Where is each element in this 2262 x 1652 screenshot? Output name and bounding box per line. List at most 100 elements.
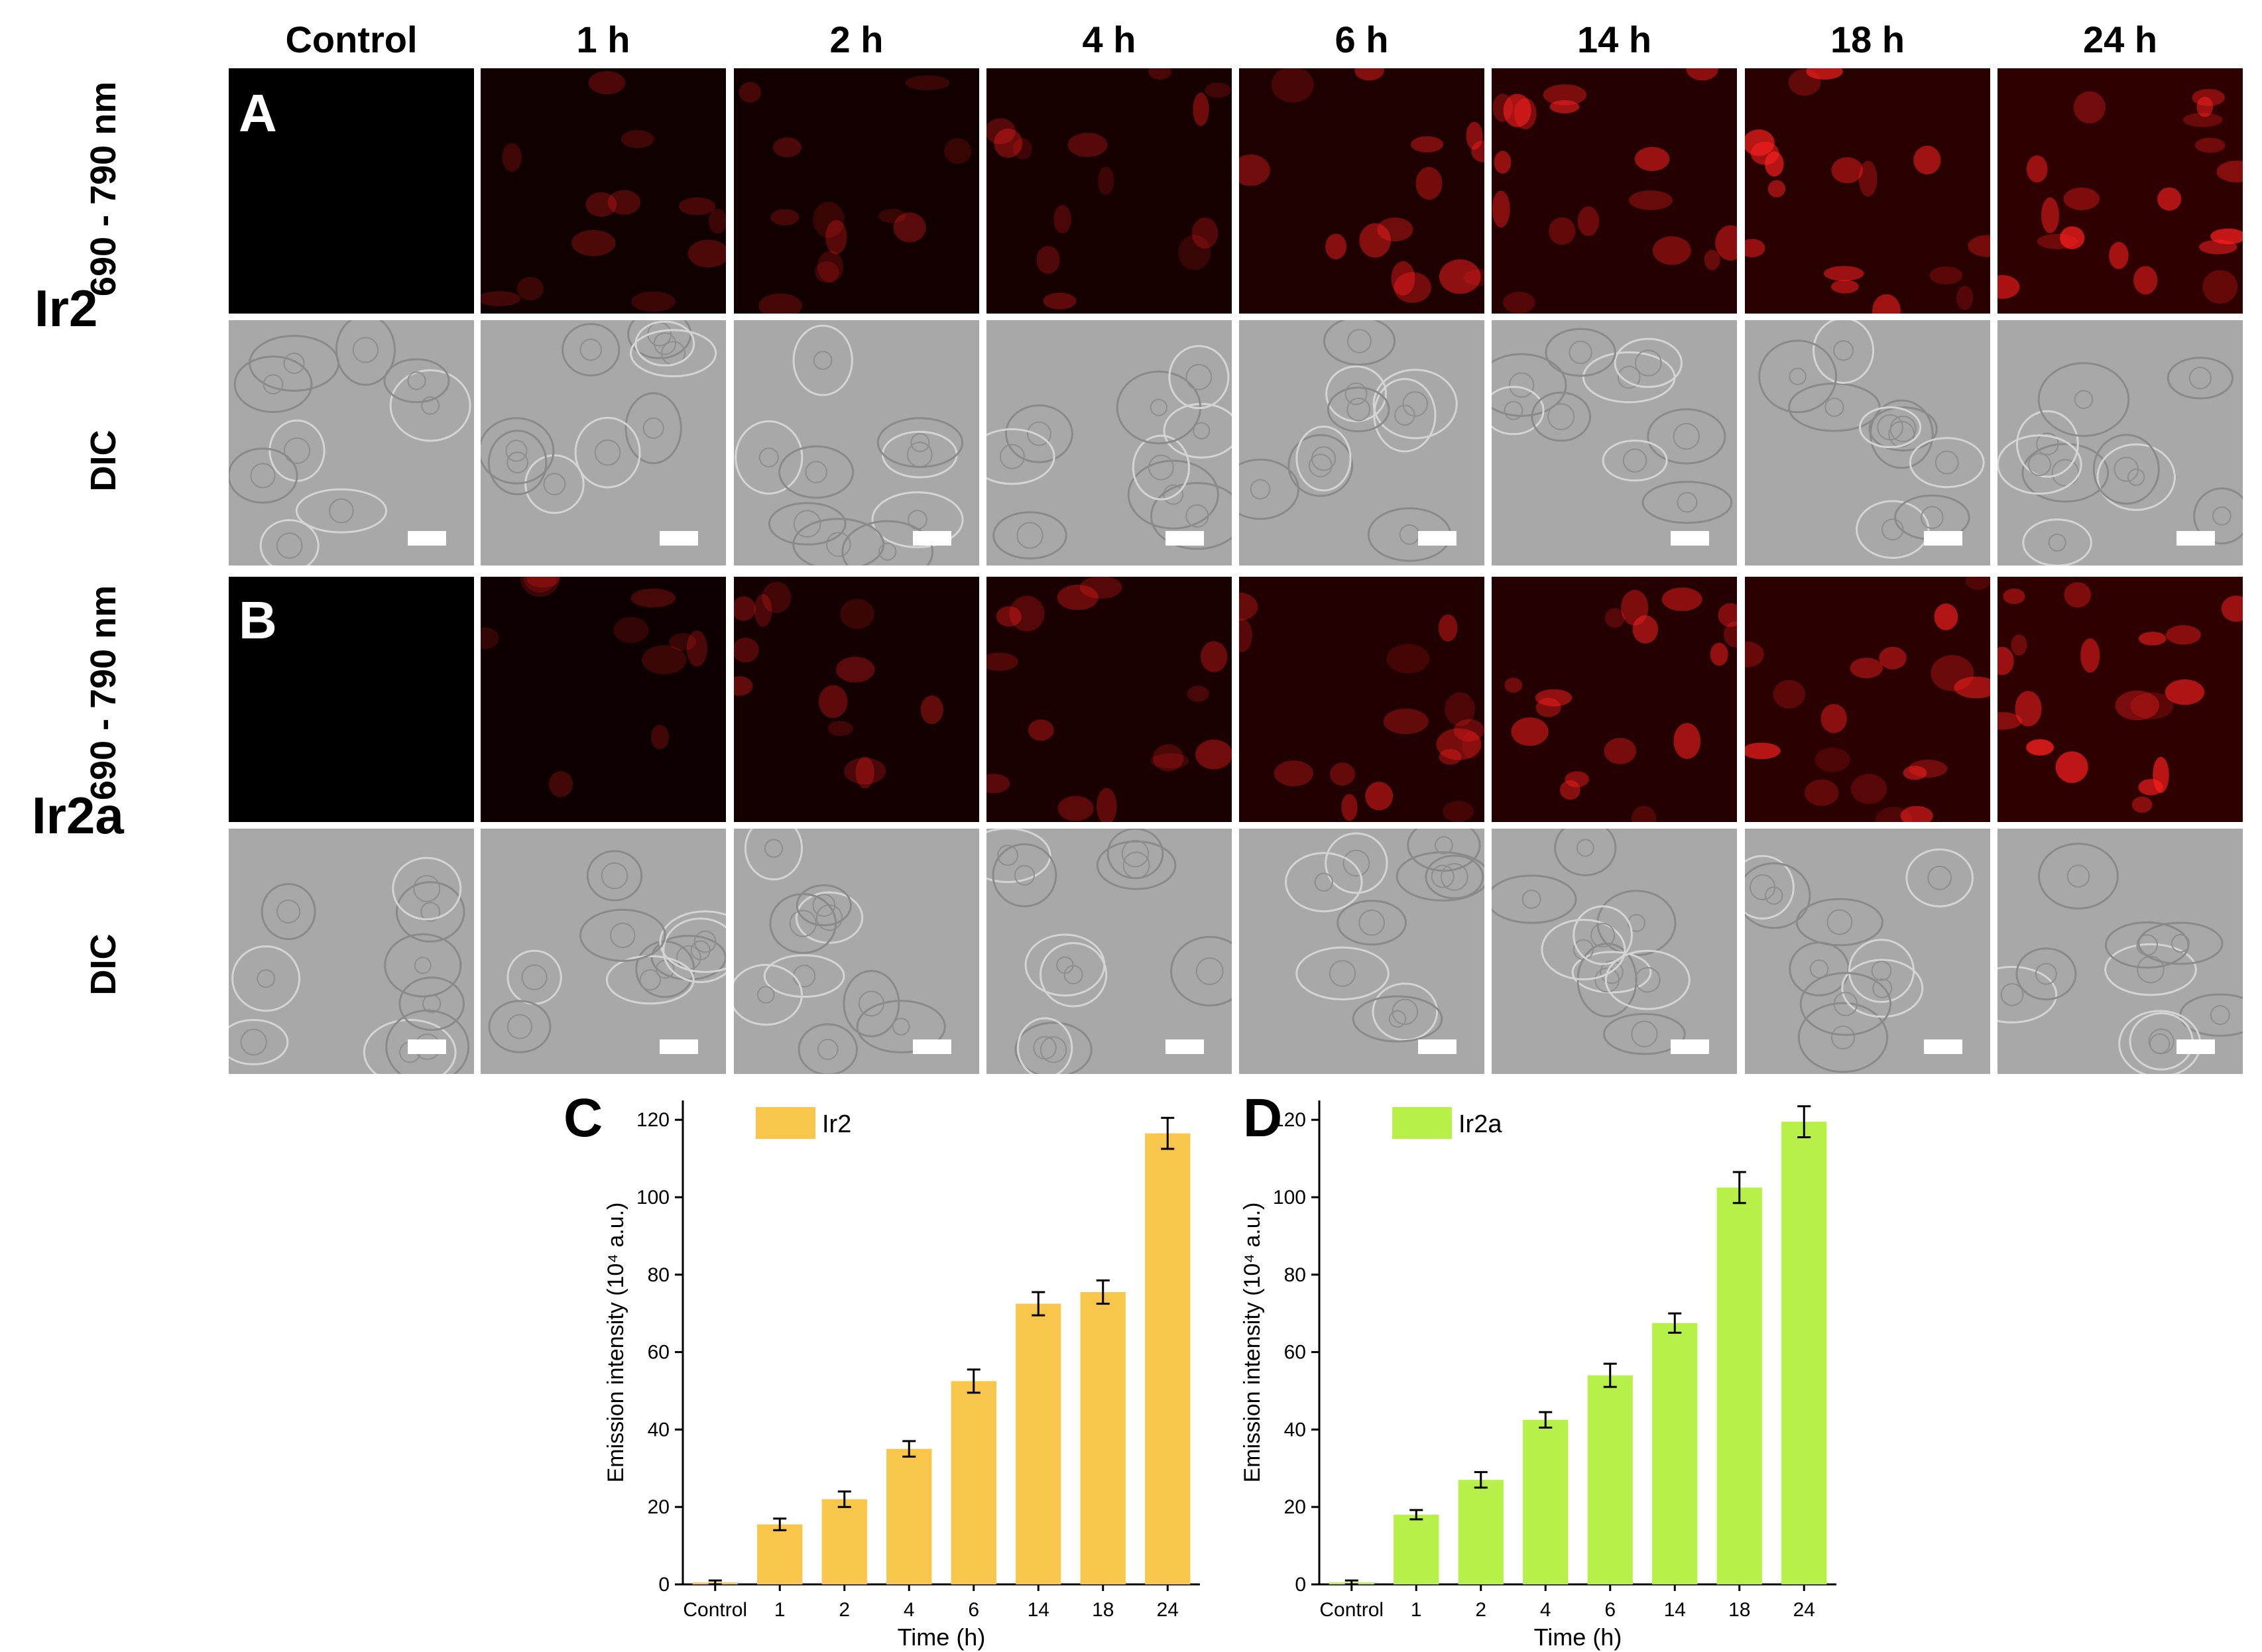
fluorescent-cell xyxy=(1239,619,1252,652)
cell-outline xyxy=(574,416,641,489)
cell-outline xyxy=(1492,353,1567,417)
dic-image-ir2a xyxy=(1997,829,2243,1074)
bar xyxy=(1080,1292,1126,1584)
cell-nucleus xyxy=(1309,453,1333,477)
cell-outline xyxy=(1745,855,1795,920)
fluorescent-cell xyxy=(1997,712,2023,730)
cell-outline xyxy=(992,511,1067,560)
fluorescent-cell xyxy=(1997,275,2020,299)
cell-outline xyxy=(986,829,1051,883)
fluorescent-cell xyxy=(1043,292,1077,310)
cell-outline xyxy=(233,355,313,413)
chart-letter-d: D xyxy=(1243,1088,1283,1148)
dic-image-ir2a xyxy=(734,829,979,1074)
x-tick-label: 4 xyxy=(1540,1599,1551,1621)
fluorescent-cell xyxy=(549,771,573,797)
fluorescence-image-ir2a xyxy=(1492,577,1737,822)
cell-outline xyxy=(385,1009,470,1074)
dic-image-ir2a xyxy=(1745,829,1990,1074)
fluorescent-cell xyxy=(520,577,560,597)
cell-nucleus xyxy=(352,337,379,363)
fluorescent-cell xyxy=(1503,292,1535,314)
cell-outline xyxy=(1352,995,1443,1043)
fluorescent-cell xyxy=(686,630,707,667)
cell-outline xyxy=(1869,399,1934,469)
scale-bar xyxy=(408,1039,446,1054)
bar xyxy=(1781,1122,1827,1584)
column-header: 6 h xyxy=(1335,19,1389,60)
fluorescence-image-ir2a xyxy=(986,577,1232,822)
cell-nucleus xyxy=(1431,864,1455,888)
cell-nucleus xyxy=(1148,454,1174,481)
cell-outline xyxy=(363,1019,457,1074)
cell-outline xyxy=(586,850,643,902)
fluorescent-cell xyxy=(678,197,716,215)
fluorescent-cell xyxy=(2202,270,2238,304)
fluorescent-cell xyxy=(1900,805,1933,822)
cell-nucleus xyxy=(1195,957,1224,985)
cell-nucleus xyxy=(758,447,779,467)
scale-bar xyxy=(408,531,446,546)
y-tick-label: 40 xyxy=(648,1419,670,1441)
fluorescent-cell xyxy=(1788,69,1821,96)
cell-nucleus xyxy=(999,443,1025,469)
scale-bar xyxy=(2176,1039,2215,1054)
fluorescent-cell xyxy=(2041,197,2059,233)
fluorescent-cell xyxy=(2139,632,2167,646)
cell-outline xyxy=(2193,487,2243,545)
fluorescence-image-ir2a xyxy=(481,577,726,822)
cell-outline xyxy=(1541,919,1626,980)
cell-nucleus xyxy=(421,396,440,415)
x-tick-label: Control xyxy=(1319,1599,1384,1621)
fluorescent-cell xyxy=(770,209,800,225)
cell-nucleus xyxy=(1881,518,1904,541)
bar xyxy=(1458,1480,1504,1584)
scale-bar xyxy=(1418,531,1457,546)
cell-outline xyxy=(1285,852,1363,913)
column-header: 18 h xyxy=(1830,19,1905,60)
fluorescent-cell xyxy=(1359,223,1391,258)
fluorescent-cell xyxy=(1494,150,1512,174)
cell-outline xyxy=(1396,851,1484,902)
cell-outline xyxy=(735,420,804,495)
cell-outline xyxy=(796,884,852,927)
cell-nucleus xyxy=(1877,414,1903,441)
legend-label: Ir2 xyxy=(822,1110,851,1138)
dic-image-ir2 xyxy=(986,320,1232,565)
fluorescent-cell xyxy=(1773,679,1805,709)
cell-outline xyxy=(1096,840,1177,890)
cell-outline xyxy=(1596,890,1677,957)
cell-nucleus xyxy=(1576,839,1594,857)
bar xyxy=(1145,1133,1191,1584)
cell-nucleus xyxy=(878,542,897,561)
dic-image-ir2a xyxy=(481,829,726,1074)
scale-bar xyxy=(2176,531,2215,546)
cell-nucleus xyxy=(2127,468,2145,487)
cell-outline xyxy=(1014,1022,1093,1074)
fluorescent-cell xyxy=(986,118,1016,145)
fluorescent-cell xyxy=(1466,121,1483,150)
cell-outline xyxy=(1024,933,1106,997)
fluorescent-cell xyxy=(1436,728,1482,760)
cell-nucleus xyxy=(1435,836,1453,855)
fluorescent-cell xyxy=(1178,235,1211,270)
cell-outline xyxy=(481,417,555,485)
scale-bar xyxy=(1671,1039,1709,1054)
cell-nucleus xyxy=(997,845,1018,866)
y-tick-label: 120 xyxy=(1273,1109,1306,1131)
fluorescence-image-ir2 xyxy=(481,68,726,314)
fluorescent-cell xyxy=(1036,246,1060,274)
fluorescent-cell xyxy=(2221,595,2243,622)
fluorescent-cell xyxy=(1415,167,1443,200)
cell-outline xyxy=(1545,327,1616,377)
cell-outline xyxy=(734,964,803,1026)
x-tick-label: 1 xyxy=(1411,1599,1422,1621)
fluorescent-cell xyxy=(2157,187,2182,211)
fluorescent-cell xyxy=(1956,286,1974,310)
fluorescent-cell xyxy=(1009,596,1045,632)
bar xyxy=(1016,1303,1061,1584)
fluorescent-cell xyxy=(1686,68,1718,81)
fluorescent-cell xyxy=(986,774,1010,794)
cell-nucleus xyxy=(2212,506,2232,526)
fluorescent-cell xyxy=(813,202,845,238)
